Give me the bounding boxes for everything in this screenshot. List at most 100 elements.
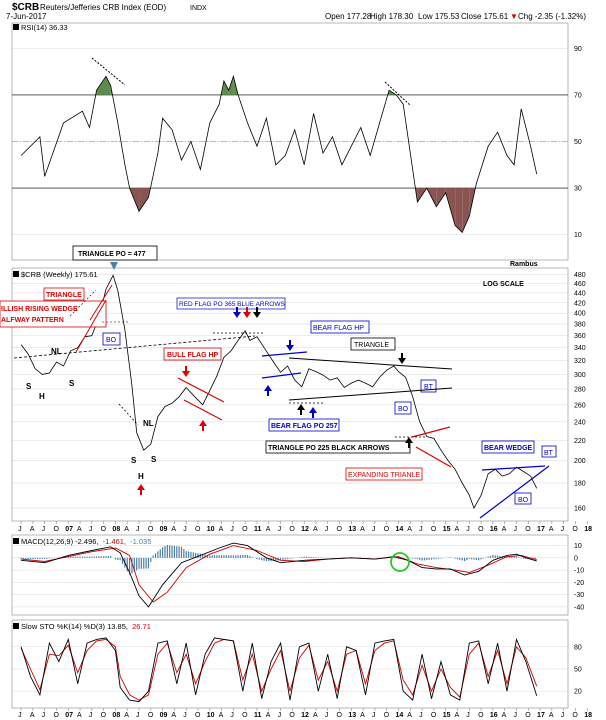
price-x-label: O [431,526,437,533]
bo-label-3: BO [518,497,529,504]
price-x-label: J [136,526,140,533]
rsi-overbought-fill [106,76,111,95]
head-label-2: H [138,472,144,481]
price-x-label: O [384,526,390,533]
sto-x-label: J [419,712,423,719]
price-x-label: O [53,526,59,533]
bear-flag-upper [261,351,308,357]
red-down-arrow-icon [243,307,251,318]
rsi-legend-swatch [13,24,19,30]
sto-x-label: J [230,712,234,719]
triangle-po-box [72,245,158,261]
price-x-label: J [513,526,517,533]
price-x-label: J [42,526,46,533]
price-x-label: O [148,526,154,533]
price-line [20,274,538,510]
sto-x-label: A [407,712,412,719]
change-value: Chg -2.35 (-1.32%) [518,12,586,21]
blue-down-arrow-icon [233,307,241,318]
price-x-label: O [572,526,578,533]
price-x-label: J [89,526,93,533]
shoulder-label-1: S [26,382,32,391]
price-x-label: A [502,526,507,533]
bt-label-2: BT [544,450,554,457]
rsi-axis-ticks: 10 30 50 70 90 [574,46,582,239]
sto-legend: Slow STO %K(14) %D(3) 13.85, 26.71 [21,622,151,631]
sto-x-label: 10 [207,712,215,719]
price-x-label: 18 [584,526,592,533]
macd-tick-label: 10 [574,543,582,550]
rsi-legend: RSI(14) 36.33 [21,23,68,32]
red-flag-box [176,297,286,310]
sto-panel-frame [11,619,569,709]
bear-wedge-label: BEAR WEDGE [484,445,533,452]
sto-x-label: A [77,712,82,719]
shoulder-label-3: S [131,456,137,465]
sto-x-label: 07 [65,712,73,719]
price-x-label: J [561,526,565,533]
blue-up-arrow-icon [264,385,272,396]
price-tick-label: 440 [574,290,586,297]
price-x-label: O [101,526,107,533]
bull-flag-upper [177,377,225,403]
price-tick-label: 480 [574,272,586,279]
sto-x-label: A [360,712,365,719]
macd-legend: MACD(12,26,9) -2.496, -1.461, -1.035 [21,537,151,546]
sto-tick-label: 20 [574,689,582,696]
close-value: Close 175.61 [461,12,509,21]
sto-x-label: 13 [348,712,356,719]
rsi-overbought-fill [96,76,106,95]
price-x-label: 07 [65,526,73,533]
triangle-box-1 [43,287,85,301]
price-tick-label: 220 [574,438,586,445]
price-x-label: A [124,526,129,533]
sto-x-label: J [89,712,93,719]
sto-legend-swatch [13,623,19,629]
bullish-wedge-label-2: ALFWAY PATTERN [1,317,64,324]
black-up-arrow-icon-2 [405,437,413,448]
price-x-label: 14 [396,526,404,533]
rsi-divergence-line-1 [91,57,126,86]
bt-label-1: BT [424,384,434,391]
log-scale-label: LOG SCALE [483,281,524,288]
sto-x-label: O [384,712,390,719]
price-tick-label: 300 [574,372,586,379]
price-x-label: A [407,526,412,533]
rsi-tick-label: 30 [574,186,582,193]
price-x-label: 16 [490,526,498,533]
bull-flag-box [163,347,222,361]
black-down-arrow-icon-2 [398,353,406,364]
sto-x-label: O [242,712,248,719]
hs-dotted-neckline [118,403,139,426]
sto-x-label: O [148,712,154,719]
neckline-label-1: NL [51,347,62,356]
sto-x-label: 12 [301,712,309,719]
sto-x-label: J [372,712,376,719]
bo-label-1: BO [106,337,117,344]
sto-x-label: A [266,712,271,719]
price-x-label: A [219,526,224,533]
price-x-label: A [30,526,35,533]
price-tick-label: 460 [574,281,586,288]
macd-tick-label: -40 [574,604,584,611]
price-tick-label: 180 [574,481,586,488]
price-x-label: 15 [443,526,451,533]
red-flag-label: RED FLAG PO 365 BLUE ARROWS [179,301,286,308]
price-tick-label: 420 [574,300,586,307]
bo-label-2: BO [398,406,409,413]
sto-x-label: 11 [254,712,262,719]
price-x-label: J [372,526,376,533]
rsi-oversold-fill [436,188,446,207]
sto-x-label: 18 [584,712,592,719]
macd-panel: -40 -30 -20 -10 0 10 MACD(12,26,9) -2.496, -1… [11,534,584,616]
triangle-label-1: TRIANGLE [46,292,82,299]
price-x-label: 08 [112,526,120,533]
macd-legend-hist: -1.035 [130,537,151,546]
sto-x-label: O [478,712,484,719]
bo-box-1 [102,332,121,346]
rsi-panel: 10 30 50 70 90 RSI(14) 36.33 Rambus [11,22,582,268]
price-x-label: J [466,526,470,533]
price-x-label: A [77,526,82,533]
sto-x-label: A [171,712,176,719]
